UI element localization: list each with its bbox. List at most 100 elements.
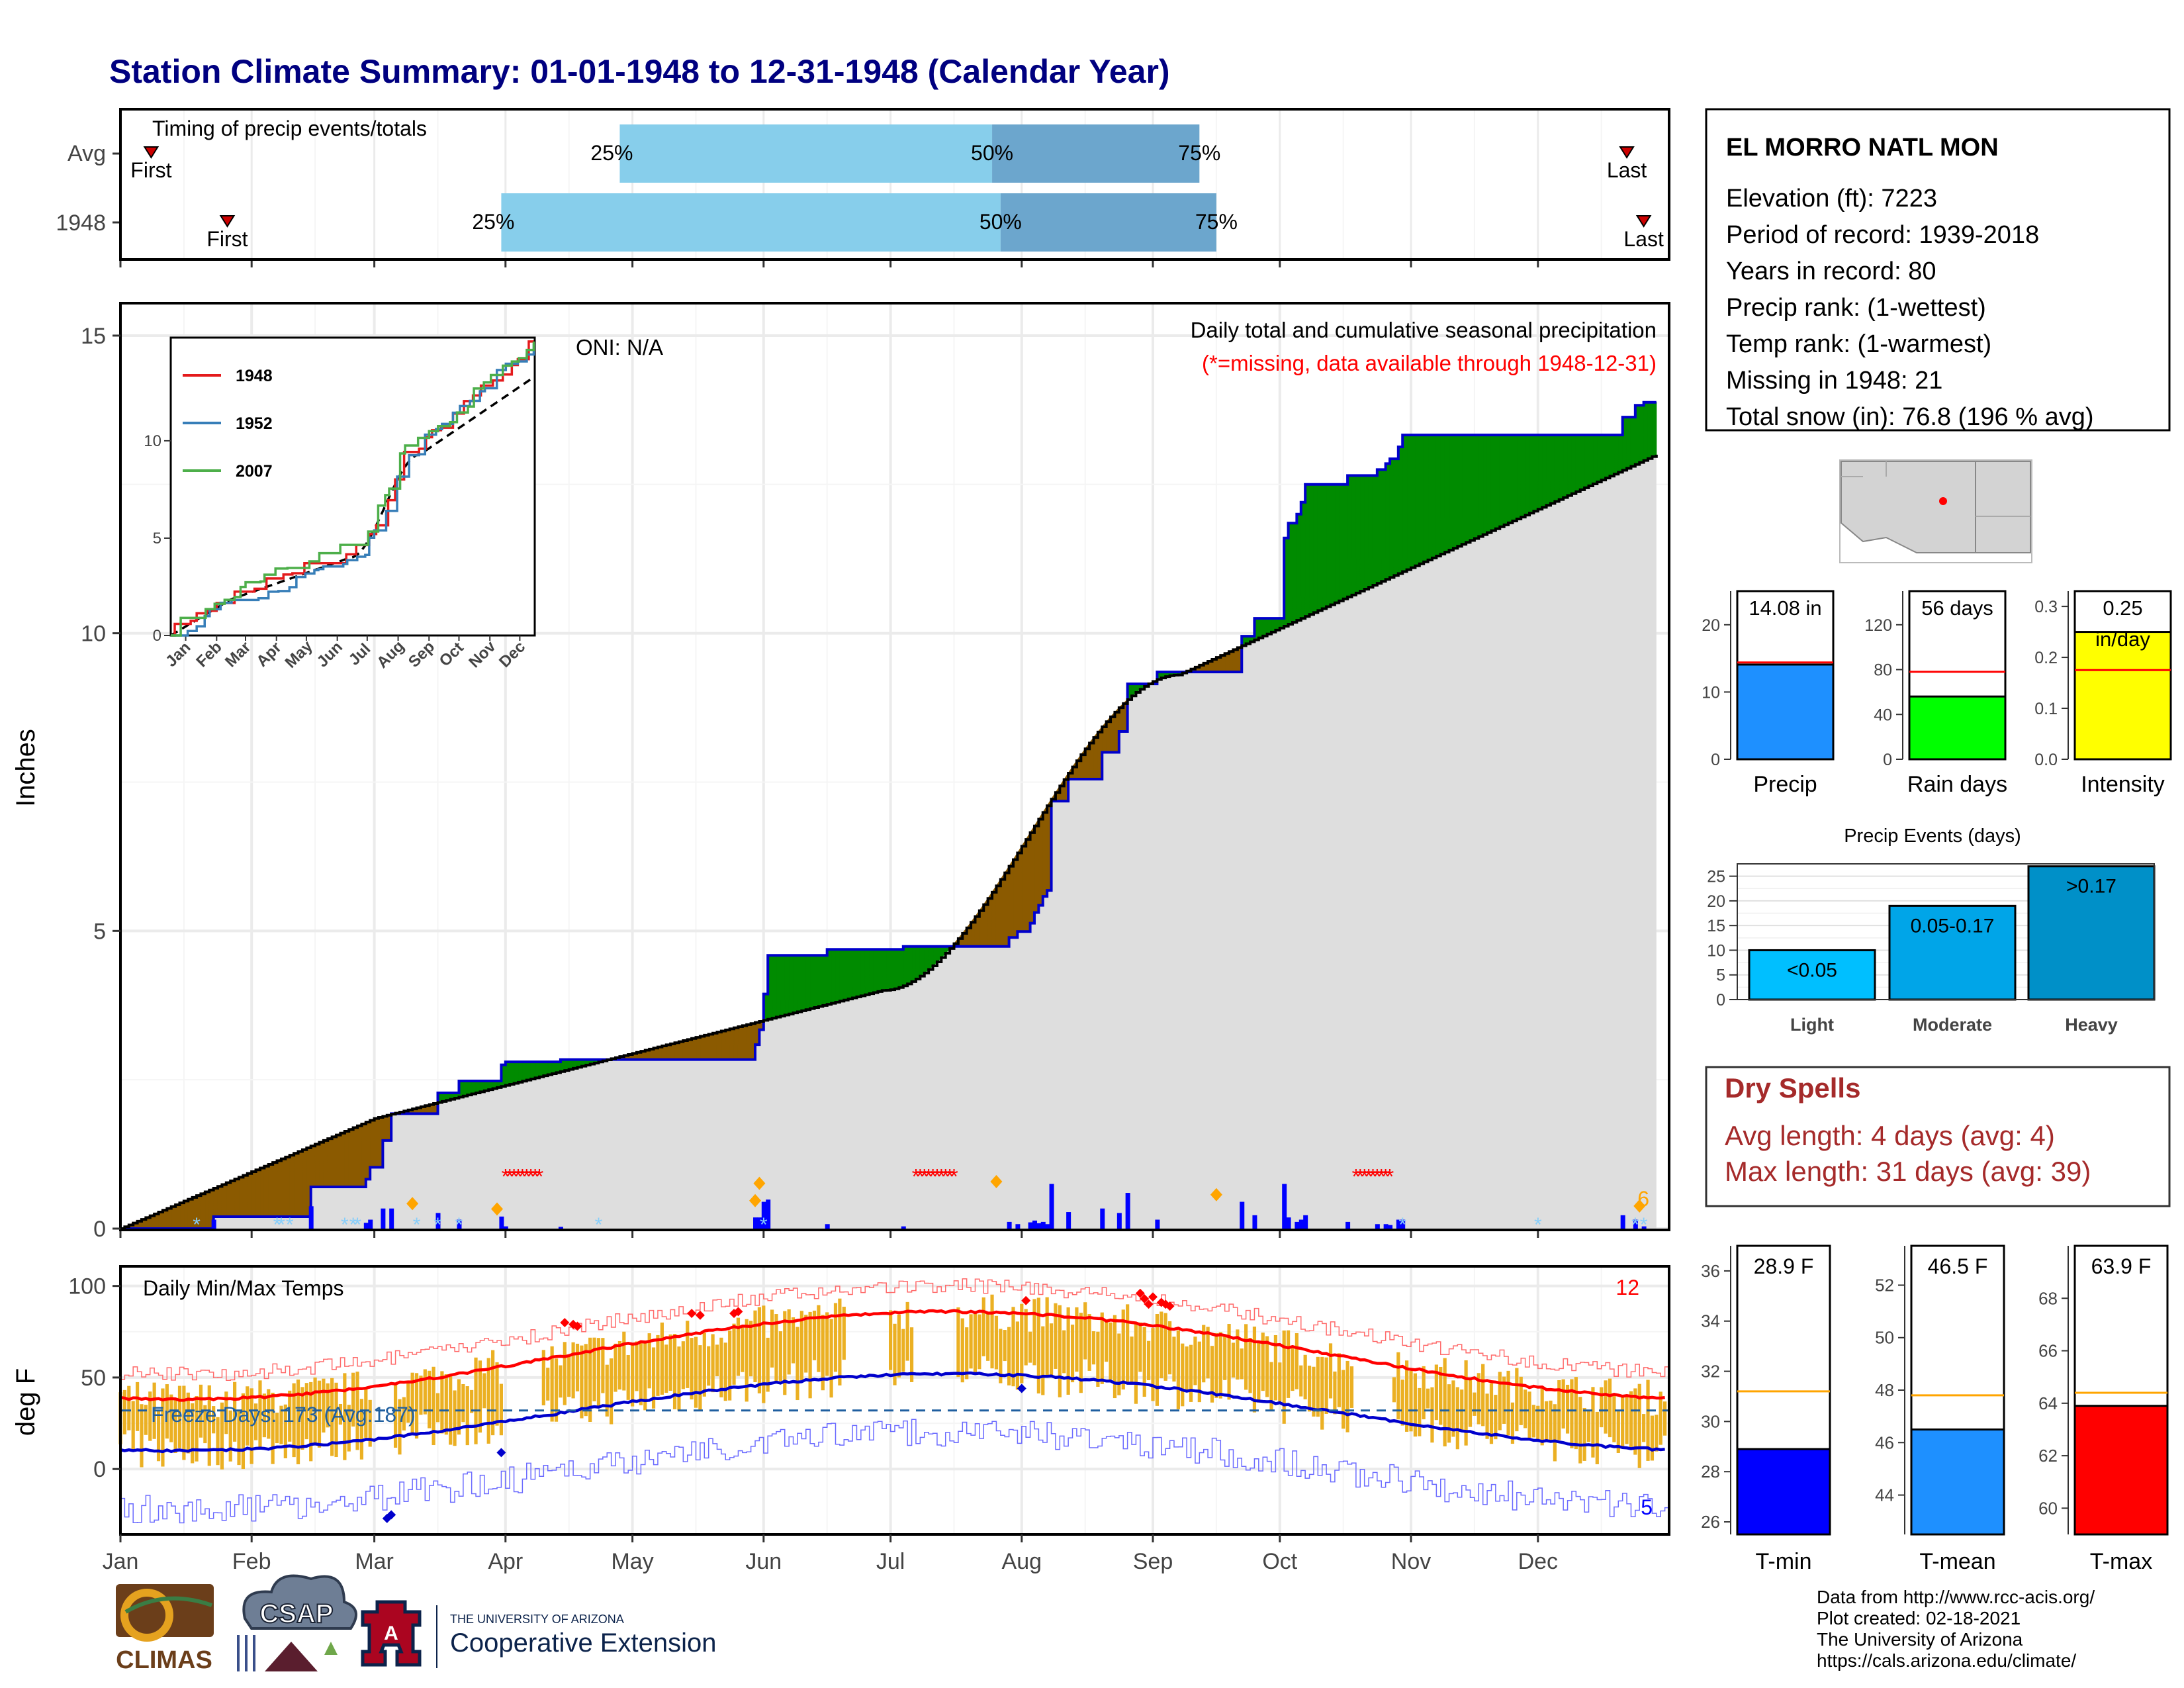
summary-bar-ytick-label: 0.0 <box>2034 751 2058 769</box>
missing-day-marker: * <box>1352 1165 1360 1189</box>
daily-temp-range-bar <box>250 1388 253 1464</box>
credit-url: https://cals.arizona.edu/climate/ <box>1817 1650 2076 1671</box>
inset-frame <box>169 336 536 637</box>
daily-temp-range-bar <box>643 1341 647 1411</box>
temp-panel-title: Daily Min/Max Temps <box>143 1276 343 1300</box>
temp-summary-value-label: 63.9 F <box>2091 1254 2152 1278</box>
daily-precip-bar <box>1032 1220 1037 1229</box>
timing-bar-25-50 <box>501 193 1001 252</box>
month-label: Oct <box>1262 1549 1297 1574</box>
daily-temp-range-bar <box>1481 1364 1485 1427</box>
daily-temp-range-bar <box>267 1389 271 1439</box>
daily-temp-range-bar <box>1515 1368 1519 1432</box>
daily-temp-range-bar <box>617 1340 622 1390</box>
daily-temp-range-bar <box>1091 1331 1096 1365</box>
daily-temp-range-bar <box>783 1311 787 1395</box>
daily-temp-range-bar <box>1473 1392 1477 1416</box>
missing-day-marker: * <box>916 1165 924 1189</box>
daily-temp-range-bar <box>672 1334 677 1409</box>
daily-temp-range-bar <box>1333 1371 1337 1415</box>
daily-temp-range-bar <box>182 1385 186 1460</box>
inset-year-line <box>171 343 535 637</box>
temp-summary-charts: 28.9 F 26 28 30 32 34 36 T-min 46.5 F 44 46 48 50 52 T… <box>1701 1244 2169 1574</box>
daily-temp-range-bar <box>804 1315 808 1373</box>
summary-bar-chart-rain-days: 56 days 0 40 80 120 Rain days <box>1864 590 2007 797</box>
daily-temp-range-bar <box>677 1346 681 1411</box>
daily-temp-range-bar <box>359 1399 364 1460</box>
daily-temp-range-bar <box>1527 1391 1531 1438</box>
daily-temp-range-bar <box>283 1404 287 1459</box>
daily-temp-range-bar <box>965 1327 969 1380</box>
missing-day-marker: * <box>502 1165 510 1189</box>
daily-temp-range-bar <box>398 1399 402 1455</box>
record-high-marker <box>1144 1299 1154 1309</box>
daily-temp-range-bar <box>169 1394 173 1442</box>
temp-panel: 0 50 100 deg F Daily Min/Max Temps Freeze … <box>11 1265 1670 1536</box>
missing-day-marker: * <box>1377 1165 1385 1189</box>
inset-legend-label: 1948 <box>236 367 273 385</box>
daily-temp-range-bar <box>423 1369 427 1415</box>
daily-temp-range-bar <box>1083 1302 1087 1360</box>
daily-temp-range-bar <box>1498 1372 1502 1430</box>
summary-bar-ytick-label: 0.3 <box>2034 598 2058 616</box>
snow-amount-marker <box>1210 1188 1222 1201</box>
daily-temp-range-bar <box>774 1314 778 1382</box>
daily-precip-bar <box>757 1217 762 1229</box>
daily-precip-bar <box>457 1219 462 1229</box>
daily-temp-range-bar <box>1663 1401 1667 1436</box>
last-event-marker <box>1619 146 1635 159</box>
daily-temp-range-bar <box>1494 1395 1498 1440</box>
daily-temp-range-bar <box>1134 1323 1138 1404</box>
first-event-label: First <box>130 158 171 182</box>
timing-p25-label: 25% <box>590 141 633 165</box>
summary-bar-unit-label: in/day <box>2095 628 2150 651</box>
inset-xtick-label: Jun <box>314 638 346 671</box>
station-missing: Missing in 1948: 21 <box>1726 367 1942 395</box>
daily-temp-range-bar <box>893 1323 897 1385</box>
daily-temp-range-bar <box>300 1387 304 1450</box>
daily-temp-range-bar <box>195 1396 199 1462</box>
temp-summary-value-bar <box>1736 1448 1831 1536</box>
daily-temp-range-bar <box>567 1354 571 1397</box>
daily-temp-range-bar <box>787 1309 791 1375</box>
daily-temp-range-bar <box>465 1386 469 1446</box>
daily-temp-range-bar <box>1261 1333 1265 1391</box>
summary-bar-value <box>1736 663 1835 761</box>
daily-temp-range-bar <box>1443 1358 1447 1446</box>
daily-temp-range-bar <box>973 1311 978 1373</box>
temp-ytick-label: 50 <box>81 1366 106 1391</box>
daily-temp-range-bar <box>1206 1327 1210 1379</box>
snow-marker: * <box>434 1214 442 1236</box>
daily-temp-range-bar <box>1565 1384 1570 1434</box>
daily-precip-bar <box>1375 1224 1380 1229</box>
daily-temp-range-bar <box>1312 1366 1316 1417</box>
inset-xtick-label: Mar <box>222 638 254 671</box>
precip-event-bar-label: 0.05-0.17 <box>1911 915 1995 937</box>
daily-temp-range-bar <box>969 1314 973 1369</box>
daily-temp-range-bar <box>1273 1335 1278 1401</box>
snow-marker: * <box>286 1214 294 1236</box>
missing-day-marker: * <box>518 1165 526 1189</box>
summary-bar-label: Rain days <box>1907 772 2007 797</box>
credit-plot-date: Plot created: 02-18-2021 <box>1817 1608 2021 1628</box>
daily-precip-bar <box>558 1227 563 1229</box>
missing-day-marker: * <box>937 1165 945 1189</box>
precip-ytick-label: 10 <box>81 622 106 647</box>
timing-p75-label: 75% <box>1195 210 1238 234</box>
daily-precip-bar <box>753 1217 758 1229</box>
precip-events-chart: Precip Events (days) 0 5 10 15 20 25 <0.05 Ligh… <box>1707 825 2156 1035</box>
daily-precip-bar <box>1116 1213 1122 1229</box>
daily-temp-range-bar <box>186 1392 190 1454</box>
summary-bar-value-label: 14.08 in <box>1749 596 1821 620</box>
month-label: Jun <box>745 1549 782 1574</box>
daily-temp-range-bar <box>1582 1407 1586 1461</box>
precip-event-bar <box>2027 865 2156 1001</box>
daily-temp-range-bar <box>470 1389 474 1413</box>
events-ytick-label: 20 <box>1707 892 1725 911</box>
daily-precip-bar <box>1049 1184 1054 1229</box>
daily-temp-range-bar <box>999 1329 1003 1383</box>
daily-temp-range-bar <box>1227 1324 1231 1400</box>
daily-temp-range-bar <box>592 1337 596 1401</box>
snow-count: 6 <box>1637 1187 1649 1211</box>
missing-note: (*=missing, data available through 1948-… <box>1202 351 1657 375</box>
